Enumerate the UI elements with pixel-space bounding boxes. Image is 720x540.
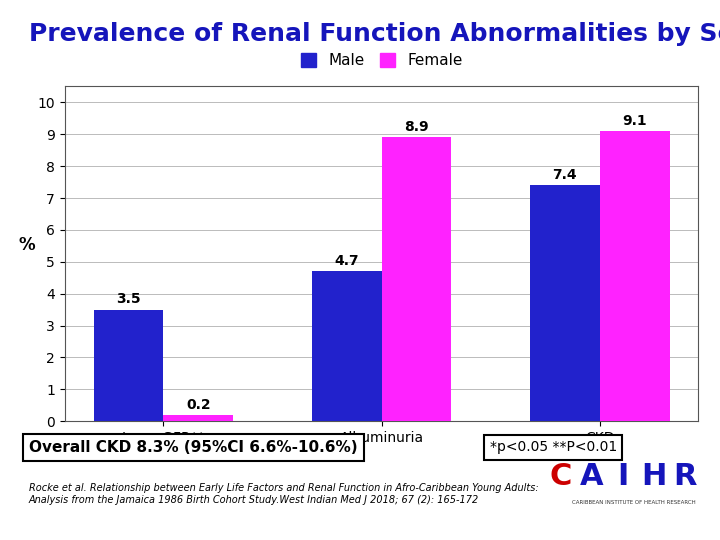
Text: C: C [550, 462, 572, 491]
Text: *p<0.05 **P<0.01: *p<0.05 **P<0.01 [490, 440, 617, 454]
Text: CARIBBEAN INSTITUTE OF HEALTH RESEARCH: CARIBBEAN INSTITUTE OF HEALTH RESEARCH [572, 501, 696, 505]
Text: 0.2: 0.2 [186, 397, 211, 411]
Bar [530, 185, 600, 421]
Text: A: A [580, 462, 604, 491]
Text: www.uwi.edu/caihr: www.uwi.edu/caihr [585, 520, 704, 530]
Text: 8.9: 8.9 [404, 120, 429, 134]
Text: 4.7: 4.7 [334, 254, 359, 268]
Text: H: H [642, 462, 667, 491]
Legend: Male, Female: Male, Female [294, 47, 469, 75]
Text: 9.1: 9.1 [622, 114, 647, 128]
Text: I: I [618, 462, 629, 491]
Text: 3.5: 3.5 [116, 293, 141, 306]
Bar [312, 271, 382, 421]
Text: 7.4: 7.4 [552, 168, 577, 182]
Text: Prevalence of Renal Function Abnormalities by Sex: Prevalence of Renal Function Abnormaliti… [29, 22, 720, 45]
Text: Rocke et al. Relationship between Early Life Factors and Renal Function in Afro-: Rocke et al. Relationship between Early … [29, 483, 539, 505]
Y-axis label: %: % [18, 236, 35, 254]
Text: R: R [674, 462, 697, 491]
Bar [163, 415, 233, 421]
Bar [600, 131, 670, 421]
Text: Overall CKD 8.3% (95%CI 6.6%-10.6%): Overall CKD 8.3% (95%CI 6.6%-10.6%) [29, 440, 357, 455]
Bar [382, 137, 451, 421]
Bar [94, 309, 163, 421]
